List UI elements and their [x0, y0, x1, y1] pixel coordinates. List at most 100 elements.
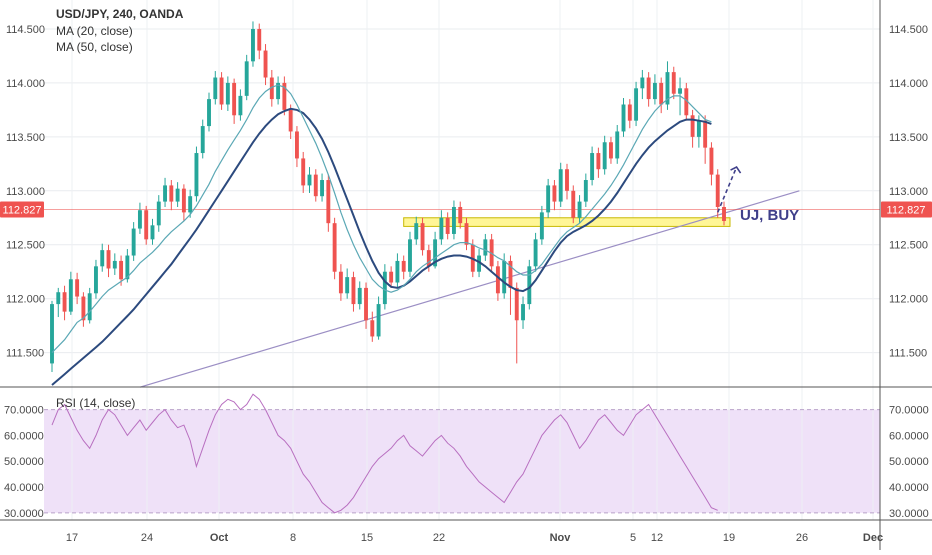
candle-body	[150, 225, 155, 240]
candle-body	[175, 188, 180, 202]
support-zone[interactable]	[403, 217, 731, 227]
candle-body	[715, 174, 720, 207]
candle	[169, 180, 174, 211]
candle-body	[163, 185, 167, 202]
candle	[156, 195, 161, 232]
candle-body	[508, 260, 513, 288]
candle	[194, 146, 199, 202]
candle-body	[276, 82, 281, 100]
trendline[interactable]	[139, 190, 800, 388]
ma50-line[interactable]	[51, 107, 712, 386]
time-tick-label: 26	[796, 532, 808, 544]
candle-body	[219, 77, 224, 105]
price-tick-label-left: 114.500	[6, 24, 45, 36]
rsi-tick-label-right: 50.0000	[889, 456, 929, 468]
candles	[50, 21, 726, 373]
rsi-tick-label-right: 70.0000	[889, 405, 929, 417]
rsi-band	[44, 409, 880, 513]
candle-body	[338, 271, 343, 294]
candle	[137, 202, 142, 234]
candle	[332, 217, 337, 280]
annotation-label[interactable]: UJ, BUY	[740, 207, 799, 224]
rsi-axis-right[interactable]: 70.0000 60.0000 50.0000 40.0000 30.0000	[889, 405, 929, 520]
price-tick-label-right: 113.500	[889, 132, 928, 144]
candle-body	[62, 292, 67, 312]
rsi-tick-label-left: 60.0000	[4, 430, 44, 442]
price-axis[interactable]: 114.500 114.500 114.000 114.000 113.500 113.5…	[6, 24, 928, 360]
candle	[175, 182, 180, 207]
candle-body	[232, 82, 237, 116]
time-axis[interactable]: 17 24 Oct 8 15 22 Nov 5 12 19 26 Dec	[66, 532, 883, 544]
candle	[94, 259, 98, 299]
candle-body	[678, 88, 682, 94]
candle-body	[313, 174, 318, 197]
rsi-tick-label-right: 30.0000	[889, 508, 929, 520]
candle	[357, 281, 362, 310]
time-tick-label: Oct	[210, 532, 229, 544]
candle-body	[364, 287, 368, 321]
candle-body	[294, 131, 299, 159]
candle	[464, 217, 469, 251]
candle-body	[81, 296, 86, 321]
candle-body	[602, 142, 607, 170]
candle-body	[646, 77, 651, 100]
time-tick-label: 5	[630, 532, 636, 544]
rsi-tick-label-left: 70.0000	[4, 405, 44, 417]
price-tick-label-left: 114.000	[6, 78, 45, 90]
candle-body	[539, 212, 544, 240]
candle	[131, 222, 136, 261]
candle	[251, 21, 255, 67]
candle-body	[652, 82, 657, 100]
candle-body	[50, 304, 54, 364]
candle-body	[621, 104, 626, 132]
candle	[338, 264, 343, 301]
candle-body	[640, 77, 645, 89]
candle-body	[351, 277, 356, 305]
candle	[68, 271, 73, 315]
time-tick-label: 19	[723, 532, 735, 544]
candle	[389, 266, 394, 288]
candle	[621, 98, 626, 137]
candle-body	[112, 260, 117, 269]
candle-body	[125, 255, 130, 280]
rsi-legend[interactable]: RSI (14, close)	[56, 396, 135, 410]
candle-body	[87, 293, 92, 321]
candle-body	[433, 239, 438, 267]
current-price-label-left: 112.827	[3, 204, 42, 216]
ma20-legend[interactable]: MA (20, close)	[56, 24, 133, 38]
candle	[81, 292, 86, 327]
candle-body	[703, 120, 708, 148]
candle	[527, 259, 532, 310]
price-tick-label-left: 112.500	[6, 240, 45, 252]
candle-body	[332, 223, 337, 272]
candle	[288, 104, 293, 140]
candle	[263, 44, 268, 86]
candle	[615, 124, 620, 164]
candle	[671, 66, 676, 100]
candle-body	[389, 271, 394, 283]
candle-body	[565, 169, 569, 191]
candle	[590, 146, 595, 186]
candle-body	[627, 104, 632, 121]
rsi-line[interactable]	[51, 393, 718, 514]
ma20-line[interactable]	[51, 84, 712, 354]
candle-body	[552, 185, 557, 202]
candle-body	[420, 223, 425, 251]
candle-body	[301, 158, 306, 186]
ma50-legend[interactable]: MA (50, close)	[56, 40, 133, 54]
candle	[313, 169, 318, 202]
candle-body	[100, 250, 105, 267]
candle-body	[357, 287, 362, 305]
candle	[665, 61, 670, 110]
candle	[269, 69, 274, 107]
candle	[163, 177, 167, 207]
candle-body	[502, 260, 507, 294]
candle	[100, 243, 105, 272]
time-tick-label: 12	[651, 532, 663, 544]
candle-body	[269, 77, 274, 100]
price-tick-label-right: 114.000	[889, 78, 928, 90]
symbol-legend[interactable]: USD/JPY, 240, OANDA	[56, 7, 184, 21]
candle-body	[194, 153, 199, 197]
